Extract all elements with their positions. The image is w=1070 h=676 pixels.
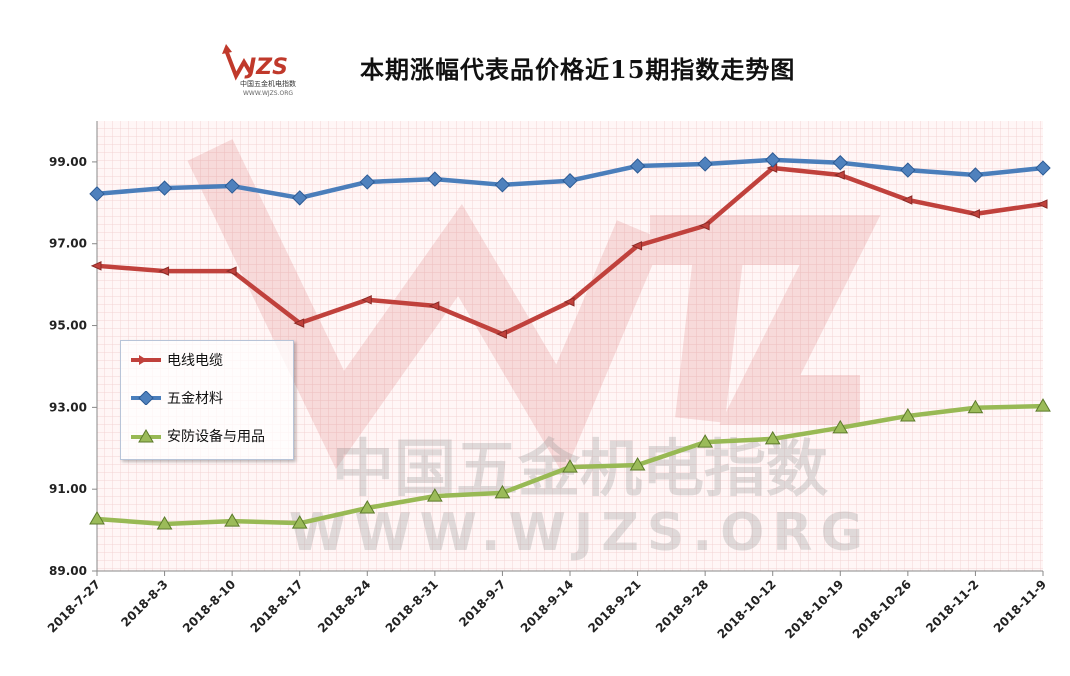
y-tick-label: 89.00	[49, 564, 87, 578]
legend-item-hardware: 五金材料	[129, 387, 223, 409]
data-point-2-6	[494, 484, 511, 499]
data-point-1-3	[292, 190, 308, 206]
data-point-2-9	[697, 434, 714, 448]
data-point-1-12	[900, 162, 916, 178]
legend-item-security: 安防设备与用品	[129, 425, 265, 447]
x-tick-label: 2018-8-3	[118, 577, 170, 629]
data-point-1-1	[156, 180, 173, 196]
data-point-2-13	[967, 399, 984, 414]
x-tick-label: 2018-9-28	[653, 577, 711, 635]
legend-label: 电线电缆	[167, 353, 223, 369]
data-point-1-14	[1035, 160, 1051, 176]
x-tick-label: 2018-9-14	[518, 577, 576, 635]
x-tick-label: 2018-10-19	[782, 577, 846, 641]
x-tick-label: 2018-9-7	[456, 577, 508, 629]
legend-triangle-marker-icon	[131, 429, 161, 443]
watermark-url: WWW.WJZS.ORG	[289, 503, 871, 563]
x-tick-label: 2018-11-2	[923, 577, 981, 635]
data-point-1-6	[494, 177, 511, 193]
data-point-2-1	[156, 515, 173, 530]
data-point-2-8	[629, 457, 646, 471]
data-point-0-9	[698, 220, 710, 231]
data-point-2-12	[899, 407, 916, 422]
data-point-2-11	[832, 419, 849, 434]
data-point-0-11	[834, 170, 845, 180]
watermark-logo	[187, 139, 881, 476]
data-point-0-0	[90, 261, 102, 271]
data-point-0-4	[361, 295, 372, 305]
data-point-2-2	[224, 513, 241, 527]
data-point-0-7	[563, 297, 575, 307]
data-point-1-10	[765, 152, 781, 168]
legend-label: 安防设备与用品	[167, 429, 265, 445]
data-point-2-7	[562, 459, 578, 473]
legend-diamond-marker-icon	[131, 391, 161, 405]
y-tick-label: 97.00	[49, 237, 87, 251]
data-point-1-7	[562, 173, 578, 189]
data-point-1-0	[89, 186, 105, 202]
data-point-0-1	[158, 266, 170, 276]
x-tick-label: 2018-8-10	[180, 577, 238, 635]
legend-arrow-marker-icon	[131, 355, 161, 365]
data-point-1-9	[697, 156, 713, 172]
data-point-0-13	[969, 209, 980, 219]
svg-text:中国五金机电指数: 中国五金机电指数	[240, 79, 296, 88]
data-point-2-14	[1035, 398, 1051, 412]
x-tick-label: 2018-9-21	[585, 577, 643, 635]
x-tick-label: 2018-8-31	[383, 577, 441, 635]
data-point-0-6	[496, 329, 507, 339]
x-tick-label: 2018-8-24	[315, 577, 373, 635]
data-point-1-2	[224, 178, 240, 194]
data-point-1-11	[832, 155, 848, 171]
chart-title: 本期涨幅代表品价格近15期指数走势图	[360, 55, 796, 84]
y-tick-label: 91.00	[49, 482, 87, 496]
legend-label: 五金材料	[167, 391, 223, 407]
data-point-2-0	[89, 511, 105, 525]
data-point-1-13	[967, 167, 984, 183]
data-point-0-8	[631, 241, 643, 251]
x-tick-label: 2018-10-26	[850, 577, 914, 641]
wjzs-logo: JZS 中国五金机电指数 WWW.WJZS.ORG	[222, 44, 296, 97]
svg-text:JZS: JZS	[244, 55, 288, 80]
data-point-0-2	[225, 266, 237, 276]
svg-text:WWW.WJZS.ORG: WWW.WJZS.ORG	[243, 90, 293, 97]
data-point-2-3	[291, 515, 308, 529]
data-point-1-4	[359, 174, 375, 190]
x-tick-label: 2018-8-17	[248, 577, 306, 635]
x-tick-label: 2018-11-9	[991, 577, 1049, 635]
data-point-2-10	[764, 430, 781, 445]
legend-item-wire-cable: 电线电缆	[129, 349, 223, 371]
legend: 电线电缆 五金材料 安防设备与用品	[120, 340, 294, 460]
y-tick-label: 93.00	[49, 400, 87, 414]
y-tick-label: 99.00	[49, 155, 87, 169]
data-point-2-4	[359, 500, 376, 514]
data-point-0-14	[1036, 199, 1048, 209]
y-tick-label: 95.00	[49, 319, 87, 333]
x-tick-label: 2018-7-27	[45, 577, 103, 635]
data-point-2-5	[426, 488, 443, 502]
data-point-0-3	[293, 318, 305, 328]
data-point-0-5	[428, 301, 440, 311]
x-tick-label: 2018-10-12	[715, 577, 779, 641]
data-point-1-5	[427, 171, 443, 187]
data-point-0-12	[901, 195, 913, 205]
data-point-1-8	[629, 158, 646, 174]
